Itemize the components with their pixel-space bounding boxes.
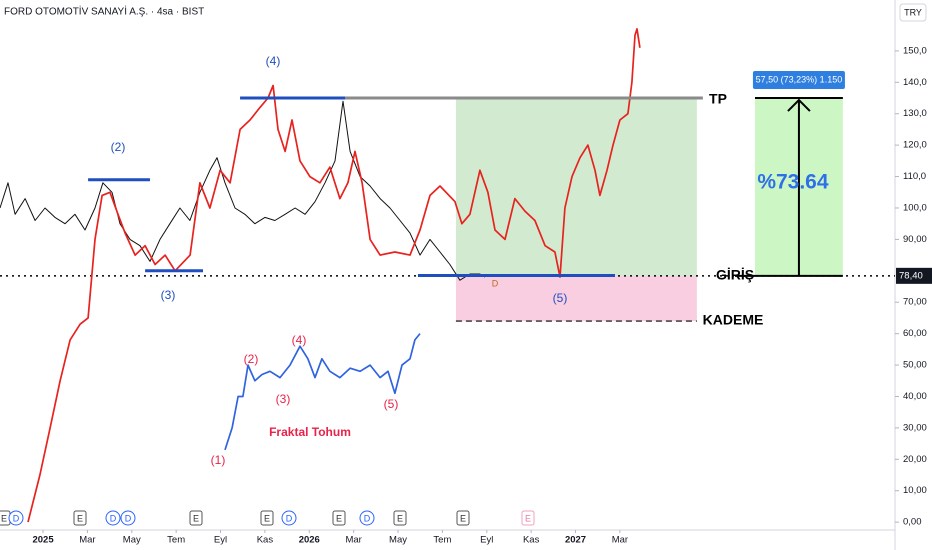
annotation: (2) <box>244 352 259 366</box>
y-tick-label: 90,00 <box>903 234 927 245</box>
x-tick-label: May <box>389 535 407 546</box>
event-label: D <box>13 513 20 523</box>
x-tick-label: Mar <box>79 535 95 546</box>
y-tick-label: 150,0 <box>903 45 927 56</box>
y-tick-label: 60,00 <box>903 328 927 339</box>
y-tick-label: 110,0 <box>903 171 926 182</box>
zone <box>455 275 697 322</box>
x-tick-label: Eyl <box>480 535 493 546</box>
event-marker[interactable] <box>359 510 375 526</box>
chart-title: FORD OTOMOTİV SANAYİ A.Ş. · 4sa · BIST <box>4 5 204 18</box>
annotation: KADEME <box>703 312 764 328</box>
x-tick-label: Eyl <box>214 535 227 546</box>
y-tick-label: 50,00 <box>903 360 927 371</box>
event-marker <box>456 510 470 526</box>
event-label: E <box>397 513 403 523</box>
measure-label-box <box>752 71 845 90</box>
event-marker[interactable] <box>105 510 121 526</box>
event-label: E <box>460 513 466 523</box>
measure-label: 57,50 (73,23%) 1.150 <box>756 74 843 84</box>
measure-percent: %73.64 <box>757 170 829 193</box>
event-marker[interactable] <box>120 510 136 526</box>
annotation: (4) <box>266 54 281 68</box>
series-line <box>0 100 486 281</box>
y-tick-label: 130,0 <box>903 108 927 119</box>
annotation: (4) <box>292 333 307 347</box>
x-tick-label: 2026 <box>299 535 320 546</box>
annotation: D <box>492 278 499 288</box>
event-marker[interactable] <box>8 510 24 526</box>
x-tick-label: Mar <box>345 535 361 546</box>
annotation: Fraktal Tohum <box>269 425 351 439</box>
event-label: E <box>264 513 270 523</box>
y-tick-label: 40,00 <box>903 391 927 402</box>
annotation: (5) <box>553 291 568 305</box>
y-tick-label: 100,0 <box>903 202 927 213</box>
event-marker <box>393 510 407 526</box>
event-label: E <box>193 513 199 523</box>
event-label: E <box>336 513 342 523</box>
event-marker <box>189 510 203 526</box>
event-marker <box>332 510 346 526</box>
x-tick-label: Kas <box>257 535 274 546</box>
annotation: (3) <box>161 288 176 302</box>
annotation: (3) <box>276 392 291 406</box>
price-label: 78,40 <box>899 270 923 281</box>
y-tick-label: 140,0 <box>903 77 927 88</box>
y-tick-label: 30,00 <box>903 422 927 433</box>
event-label: D <box>125 513 132 523</box>
x-tick-label: Mar <box>612 535 628 546</box>
x-tick-label: Tem <box>167 535 185 546</box>
event-marker <box>260 510 274 526</box>
annotation: TP <box>709 91 727 107</box>
zone <box>455 98 697 276</box>
annotation: GİRİŞ <box>716 267 754 283</box>
x-tick-label: May <box>123 535 141 546</box>
annotation: (2) <box>111 140 126 154</box>
price-label-box <box>896 267 932 284</box>
event-label: E <box>525 513 531 523</box>
x-tick-label: Tem <box>433 535 451 546</box>
event-label: D <box>364 513 371 523</box>
event-label: E <box>1 513 7 523</box>
x-tick-label: Kas <box>523 535 540 546</box>
annotation: (1) <box>211 453 226 467</box>
currency[interactable]: TRY <box>904 7 922 17</box>
x-tick-label: 2025 <box>32 535 54 546</box>
x-tick-label: 2027 <box>565 535 586 546</box>
event-label: E <box>77 513 83 523</box>
y-tick-label: 0,00 <box>903 517 922 528</box>
currency-box[interactable] <box>899 3 927 22</box>
event-label: D <box>110 513 117 523</box>
event-label: D <box>286 513 293 523</box>
event-marker <box>521 510 535 526</box>
series-line <box>224 333 421 451</box>
annotation: (5) <box>384 397 399 411</box>
series-line <box>27 28 641 523</box>
y-tick-label: 120,0 <box>903 140 927 151</box>
event-marker[interactable] <box>281 510 297 526</box>
y-tick-label: 70,00 <box>903 297 927 308</box>
measure-arrowhead <box>787 98 811 112</box>
y-tick-label: 10,00 <box>903 485 927 496</box>
event-marker <box>73 510 87 526</box>
y-tick-label: 20,00 <box>903 454 927 465</box>
